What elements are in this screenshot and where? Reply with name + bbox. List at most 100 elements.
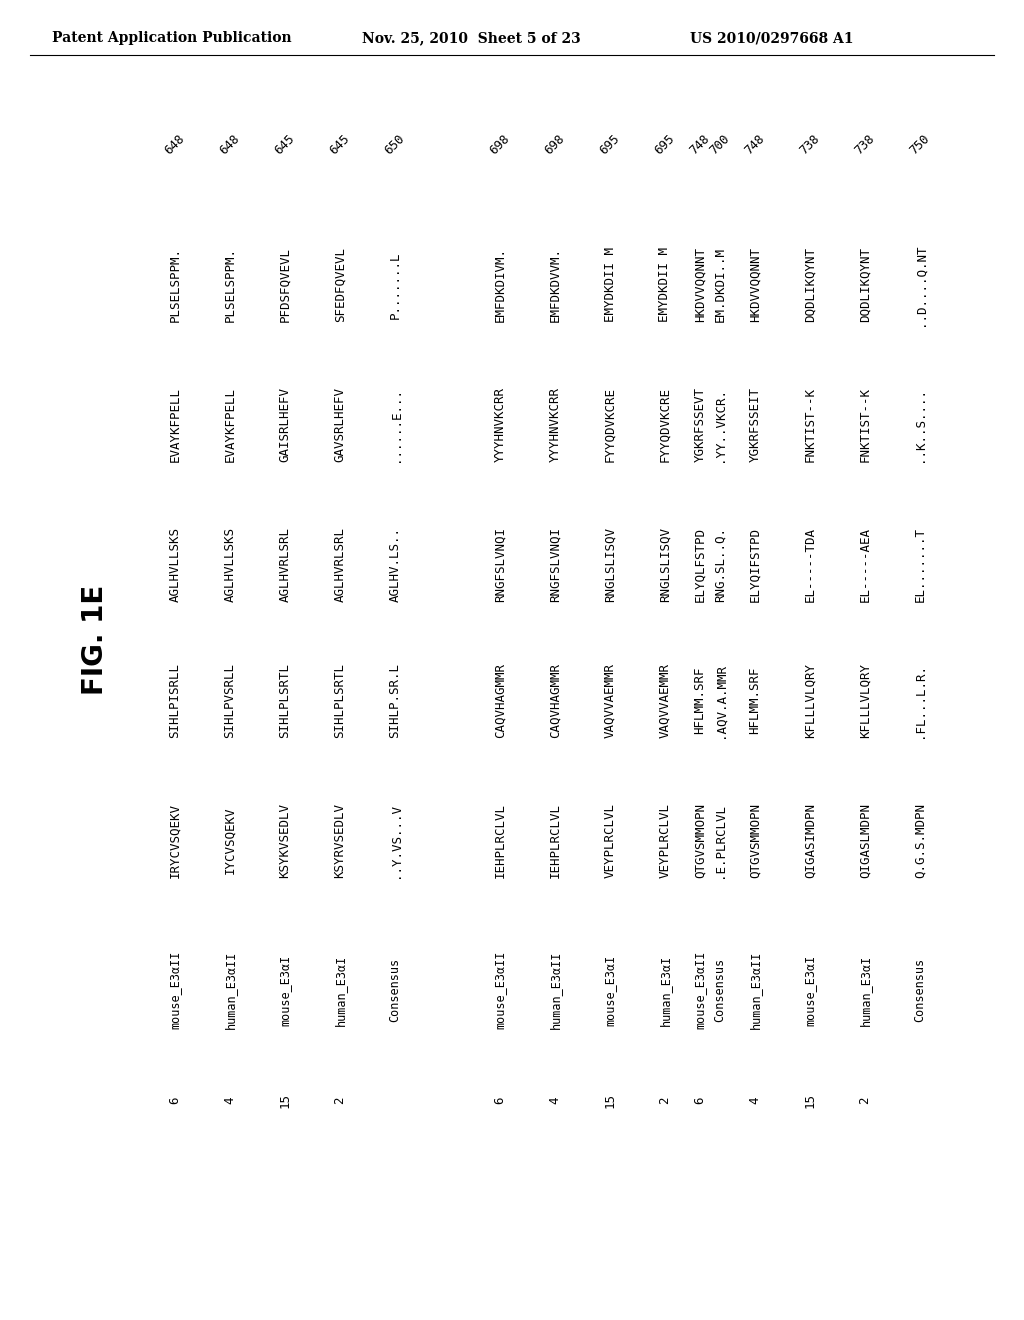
Text: Consensus: Consensus — [913, 958, 927, 1022]
Text: EMFDKDIVM.: EMFDKDIVM. — [494, 248, 507, 322]
Text: US 2010/0297668 A1: US 2010/0297668 A1 — [690, 30, 853, 45]
Text: 15: 15 — [603, 1093, 616, 1107]
Text: ..Y.VS...V: ..Y.VS...V — [388, 803, 401, 878]
Text: QIGASIMDPN: QIGASIMDPN — [804, 803, 816, 878]
Text: 2: 2 — [858, 1096, 871, 1104]
Text: ELYQLFSTPD: ELYQLFSTPD — [693, 528, 707, 602]
Text: SIHLP.SR.L: SIHLP.SR.L — [388, 663, 401, 738]
Text: 648: 648 — [163, 132, 187, 157]
Text: 2: 2 — [334, 1096, 346, 1104]
Text: DQDLIKQYNT: DQDLIKQYNT — [804, 248, 816, 322]
Text: EL-----TDA: EL-----TDA — [804, 528, 816, 602]
Text: 648: 648 — [217, 132, 243, 157]
Text: 645: 645 — [272, 132, 298, 157]
Text: HKDVVQQNNT: HKDVVQQNNT — [693, 248, 707, 322]
Text: ..K..S....: ..K..S.... — [913, 388, 927, 462]
Text: ..D....Q.NT: ..D....Q.NT — [913, 244, 927, 326]
Text: 738: 738 — [852, 132, 878, 157]
Text: human_E3αI: human_E3αI — [334, 954, 346, 1026]
Text: 695: 695 — [597, 132, 623, 157]
Text: RNGFSLVNQI: RNGFSLVNQI — [549, 528, 561, 602]
Text: 698: 698 — [543, 132, 567, 157]
Text: EMYDKDII M: EMYDKDII M — [603, 248, 616, 322]
Text: PLSELSPPM.: PLSELSPPM. — [223, 248, 237, 322]
Text: EL-----AEA: EL-----AEA — [858, 528, 871, 602]
Text: IEHPLRCLVL: IEHPLRCLVL — [494, 803, 507, 878]
Text: PLSELSPPM.: PLSELSPPM. — [169, 248, 181, 322]
Text: 650: 650 — [382, 132, 408, 157]
Text: YYYHNVKCRR: YYYHNVKCRR — [549, 388, 561, 462]
Text: EMFDKDVVM.: EMFDKDVVM. — [549, 248, 561, 322]
Text: YYYHNVKCRR: YYYHNVKCRR — [494, 388, 507, 462]
Text: QIGASLMDPN: QIGASLMDPN — [858, 803, 871, 878]
Text: AGLHV.LS..: AGLHV.LS.. — [388, 528, 401, 602]
Text: .FL...L.R.: .FL...L.R. — [913, 663, 927, 738]
Text: human_E3αII: human_E3αII — [549, 950, 561, 1030]
Text: .E.PLRCLVL: .E.PLRCLVL — [714, 803, 726, 878]
Text: EM.DKDI..M: EM.DKDI..M — [714, 248, 726, 322]
Text: FIG. 1E: FIG. 1E — [81, 585, 109, 696]
Text: 6: 6 — [494, 1096, 507, 1104]
Text: 750: 750 — [907, 132, 933, 157]
Text: FNKTIST--K: FNKTIST--K — [858, 388, 871, 462]
Text: mouse_E3αII: mouse_E3αII — [494, 950, 507, 1030]
Text: RNG.SL..Q.: RNG.SL..Q. — [714, 528, 726, 602]
Text: EL.......T: EL.......T — [913, 528, 927, 602]
Text: 738: 738 — [798, 132, 822, 157]
Text: HKDVVQQNNT: HKDVVQQNNT — [749, 248, 762, 322]
Text: 15: 15 — [279, 1093, 292, 1107]
Text: VEYPLRCLVL: VEYPLRCLVL — [658, 803, 672, 878]
Text: IRYCVSQEKV: IRYCVSQEKV — [169, 803, 181, 878]
Text: ......E...: ......E... — [388, 388, 401, 462]
Text: Consensus: Consensus — [388, 958, 401, 1022]
Text: FYYQDVKCRE: FYYQDVKCRE — [603, 388, 616, 462]
Text: SIHLPVSRLL: SIHLPVSRLL — [223, 663, 237, 738]
Text: YGKRFSSEIT: YGKRFSSEIT — [749, 388, 762, 462]
Text: mouse_E3αI: mouse_E3αI — [603, 954, 616, 1026]
Text: Consensus: Consensus — [714, 958, 726, 1022]
Text: AGLHVLLSKS: AGLHVLLSKS — [169, 528, 181, 602]
Text: CAQVHAGMMR: CAQVHAGMMR — [549, 663, 561, 738]
Text: 4: 4 — [749, 1096, 762, 1104]
Text: KSYRVSEDLV: KSYRVSEDLV — [334, 803, 346, 878]
Text: 645: 645 — [328, 132, 352, 157]
Text: FNKTIST--K: FNKTIST--K — [804, 388, 816, 462]
Text: mouse_E3αII: mouse_E3αII — [169, 950, 181, 1030]
Text: SIHLPLSRTL: SIHLPLSRTL — [334, 663, 346, 738]
Text: VAQVVAEMMR: VAQVVAEMMR — [603, 663, 616, 738]
Text: SIHLPISRLL: SIHLPISRLL — [169, 663, 181, 738]
Text: DQDLIKQYNT: DQDLIKQYNT — [858, 248, 871, 322]
Text: 2: 2 — [658, 1096, 672, 1104]
Text: ELYQIFSTPD: ELYQIFSTPD — [749, 528, 762, 602]
Text: IEHPLRCLVL: IEHPLRCLVL — [549, 803, 561, 878]
Text: 748: 748 — [687, 132, 713, 157]
Text: SFEDFQVEVL: SFEDFQVEVL — [334, 248, 346, 322]
Text: 4: 4 — [549, 1096, 561, 1104]
Text: KSYKVSEDLV: KSYKVSEDLV — [279, 803, 292, 878]
Text: GAISRLHEFV: GAISRLHEFV — [279, 388, 292, 462]
Text: 695: 695 — [652, 132, 678, 157]
Text: Q.G.S.MDPN: Q.G.S.MDPN — [913, 803, 927, 878]
Text: 6: 6 — [693, 1096, 707, 1104]
Text: AGLHVLLSKS: AGLHVLLSKS — [223, 528, 237, 602]
Text: GAVSRLHEFV: GAVSRLHEFV — [334, 388, 346, 462]
Text: mouse_E3αI: mouse_E3αI — [804, 954, 816, 1026]
Text: Patent Application Publication: Patent Application Publication — [52, 30, 292, 45]
Text: HFLMM.SRF: HFLMM.SRF — [693, 667, 707, 734]
Text: RNGLSLISQV: RNGLSLISQV — [603, 528, 616, 602]
Text: EMYDKDII M: EMYDKDII M — [658, 248, 672, 322]
Text: mouse_E3αI: mouse_E3αI — [279, 954, 292, 1026]
Text: 6: 6 — [169, 1096, 181, 1104]
Text: KFLLLVLQRY: KFLLLVLQRY — [858, 663, 871, 738]
Text: FYYQDVKCRE: FYYQDVKCRE — [658, 388, 672, 462]
Text: 748: 748 — [742, 132, 768, 157]
Text: 698: 698 — [487, 132, 513, 157]
Text: KFLLLVLQRY: KFLLLVLQRY — [804, 663, 816, 738]
Text: 700: 700 — [708, 132, 732, 157]
Text: Nov. 25, 2010  Sheet 5 of 23: Nov. 25, 2010 Sheet 5 of 23 — [362, 30, 581, 45]
Text: .AQV.A.MMR: .AQV.A.MMR — [714, 663, 726, 738]
Text: human_E3αII: human_E3αII — [749, 950, 762, 1030]
Text: HFLMM.SRF: HFLMM.SRF — [749, 667, 762, 734]
Text: AGLHVRLSRL: AGLHVRLSRL — [279, 528, 292, 602]
Text: AGLHVRLSRL: AGLHVRLSRL — [334, 528, 346, 602]
